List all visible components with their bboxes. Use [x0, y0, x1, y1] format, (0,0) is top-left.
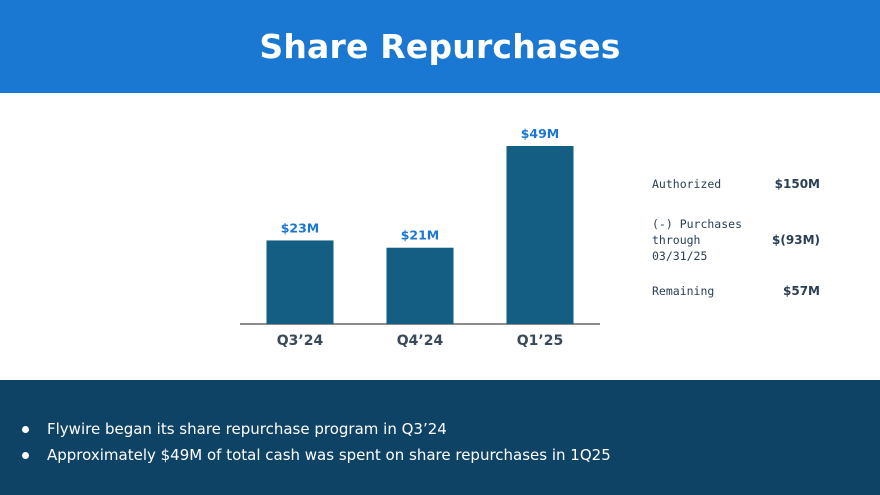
- bar-chart: $23M Q3’24 $21M Q4’24 $49M Q1’25: [240, 126, 600, 349]
- summary-label: Authorized: [652, 177, 722, 191]
- bullet-list: Flywire began its share repurchase progr…: [22, 416, 611, 468]
- bar-value-label: $23M: [281, 220, 320, 235]
- bar-2: [506, 146, 574, 324]
- x-tick-label: Q4’24: [397, 333, 444, 349]
- bullet-item: Flywire began its share repurchase progr…: [22, 416, 611, 442]
- bar-value-label: $21M: [401, 228, 440, 243]
- title-banner: Share Repurchases: [0, 0, 880, 93]
- bullet-icon: [22, 451, 29, 459]
- x-tick-label: Q1’25: [517, 333, 563, 349]
- bar-value-label: $49M: [521, 126, 560, 141]
- page-title: Share Repurchases: [259, 27, 621, 66]
- bar-0: [266, 240, 334, 324]
- bullet-item: Approximately $49M of total cash was spe…: [22, 442, 611, 468]
- bar-1: [386, 247, 454, 324]
- summary-label: (-) Purchases through 03/31/25: [652, 217, 743, 263]
- summary-value: $(93M): [772, 233, 820, 247]
- bullet-icon: [22, 425, 29, 433]
- summary-value: $57M: [783, 284, 820, 298]
- summary-label: Remaining: [652, 284, 715, 298]
- x-tick-label: Q3’24: [277, 333, 324, 349]
- bullet-text: Approximately $49M of total cash was spe…: [47, 446, 611, 464]
- takeaways-panel: Flywire began its share repurchase progr…: [0, 380, 880, 495]
- summary-value: $150M: [774, 177, 820, 191]
- bullet-text: Flywire began its share repurchase progr…: [47, 420, 447, 438]
